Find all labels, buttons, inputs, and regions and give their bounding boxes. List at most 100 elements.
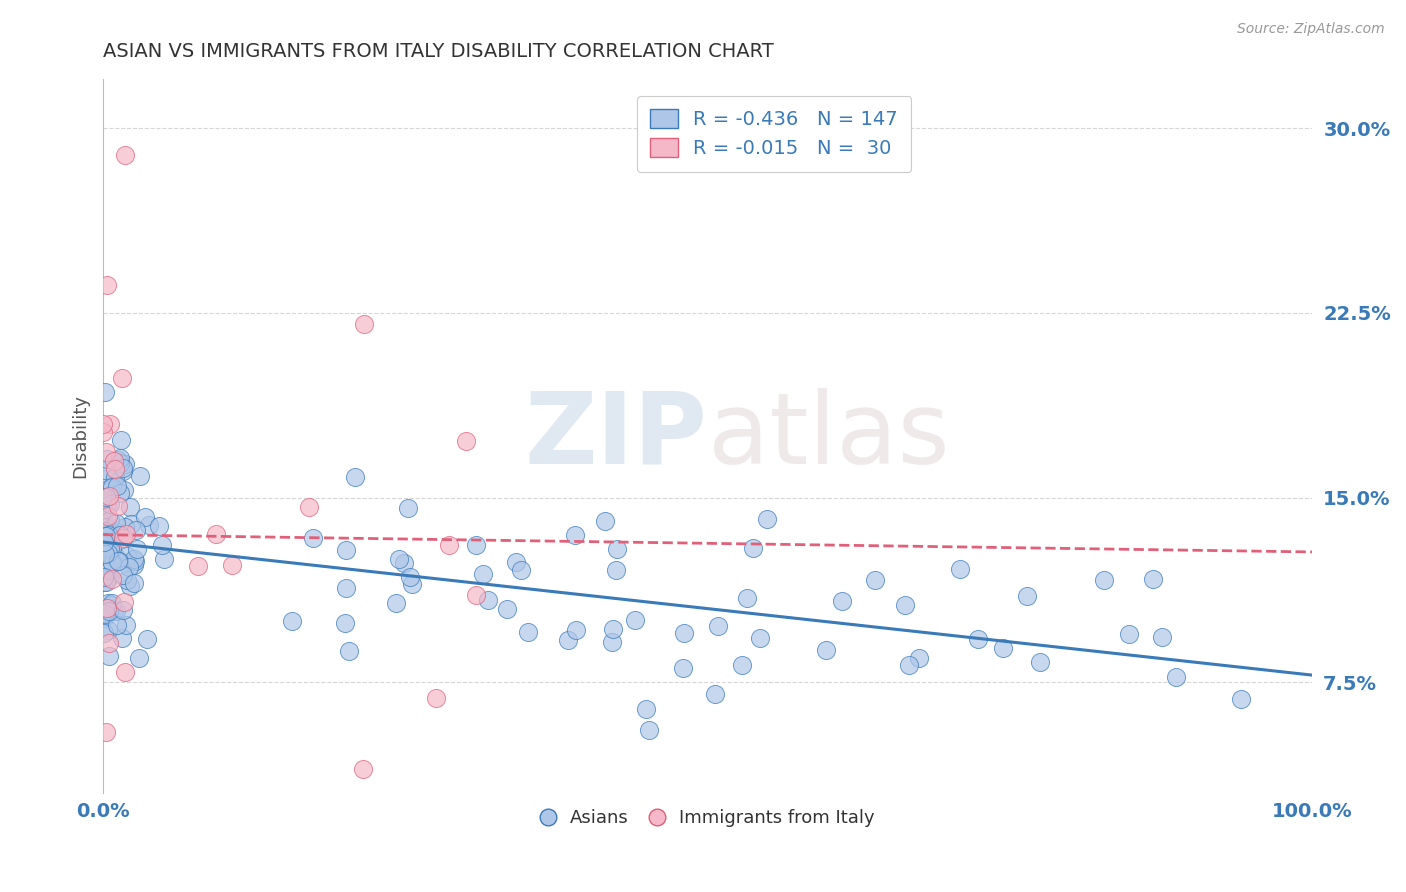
Point: [993, 640, 1015, 655]
Point: [624, 613, 647, 627]
Point: [97, 546, 120, 560]
Point: [756, 512, 779, 526]
Point: [516, 625, 538, 640]
Point: [122, 552, 145, 566]
Point: [120, 516, 142, 531]
Point: [1029, 655, 1052, 669]
Point: [96, 278, 118, 293]
Point: [101, 557, 124, 571]
Point: [496, 602, 519, 616]
Point: [593, 515, 616, 529]
Point: [118, 500, 141, 514]
Text: ASIAN VS IMMIGRANTS FROM ITALY DISABILITY CORRELATION CHART: ASIAN VS IMMIGRANTS FROM ITALY DISABILIT…: [103, 42, 773, 61]
Y-axis label: Disability: Disability: [72, 394, 89, 478]
Point: [557, 633, 579, 648]
Point: [742, 541, 765, 556]
Point: [94, 472, 117, 486]
Point: [93, 575, 115, 590]
Point: [93, 517, 115, 532]
Point: [105, 478, 128, 492]
Point: [98, 636, 121, 650]
Point: [110, 485, 132, 500]
Point: [606, 542, 628, 557]
Point: [471, 566, 494, 581]
Point: [112, 603, 135, 617]
Point: [91, 417, 114, 432]
Point: [108, 554, 131, 568]
Point: [105, 618, 128, 632]
Text: Source: ZipAtlas.com: Source: ZipAtlas.com: [1237, 22, 1385, 37]
Point: [103, 454, 125, 468]
Point: [124, 523, 146, 537]
Point: [94, 524, 117, 538]
Point: [94, 575, 117, 590]
Point: [634, 702, 657, 716]
Point: [735, 591, 758, 605]
Point: [98, 417, 121, 431]
Point: [104, 524, 127, 539]
Point: [98, 604, 121, 618]
Point: [93, 570, 115, 584]
Point: [101, 572, 124, 586]
Point: [96, 600, 118, 615]
Point: [96, 540, 118, 554]
Point: [464, 588, 486, 602]
Point: [150, 538, 173, 552]
Point: [100, 541, 122, 555]
Point: [298, 500, 321, 514]
Point: [98, 481, 121, 495]
Point: [98, 489, 121, 503]
Point: [115, 573, 138, 587]
Point: [108, 451, 131, 466]
Point: [392, 556, 415, 570]
Text: ZIP: ZIP: [524, 388, 707, 484]
Point: [101, 480, 124, 494]
Point: [110, 434, 132, 448]
Point: [97, 528, 120, 542]
Point: [98, 497, 121, 511]
Point: [93, 626, 115, 640]
Point: [281, 614, 304, 628]
Point: [831, 594, 853, 608]
Point: [93, 535, 115, 549]
Point: [93, 547, 115, 561]
Point: [122, 576, 145, 591]
Point: [111, 460, 134, 475]
Point: [1230, 692, 1253, 706]
Point: [103, 551, 125, 566]
Point: [94, 725, 117, 739]
Point: [94, 491, 117, 505]
Point: [118, 560, 141, 574]
Point: [97, 563, 120, 577]
Point: [93, 425, 115, 439]
Point: [112, 531, 135, 545]
Point: [97, 508, 120, 523]
Point: [94, 607, 117, 621]
Point: [97, 623, 120, 637]
Text: atlas: atlas: [707, 388, 949, 484]
Point: [437, 538, 460, 552]
Point: [1166, 670, 1188, 684]
Point: [107, 554, 129, 568]
Point: [1150, 631, 1173, 645]
Point: [100, 596, 122, 610]
Point: [112, 595, 135, 609]
Point: [100, 598, 122, 612]
Point: [98, 541, 121, 555]
Point: [112, 483, 135, 498]
Point: [101, 555, 124, 569]
Point: [731, 658, 754, 673]
Point: [396, 501, 419, 516]
Point: [399, 570, 422, 584]
Point: [114, 665, 136, 679]
Point: [94, 520, 117, 534]
Point: [98, 513, 121, 527]
Point: [114, 527, 136, 541]
Point: [93, 610, 115, 624]
Point: [107, 452, 129, 467]
Point: [565, 624, 588, 638]
Point: [706, 619, 728, 633]
Point: [104, 462, 127, 476]
Point: [205, 527, 228, 541]
Point: [385, 596, 408, 610]
